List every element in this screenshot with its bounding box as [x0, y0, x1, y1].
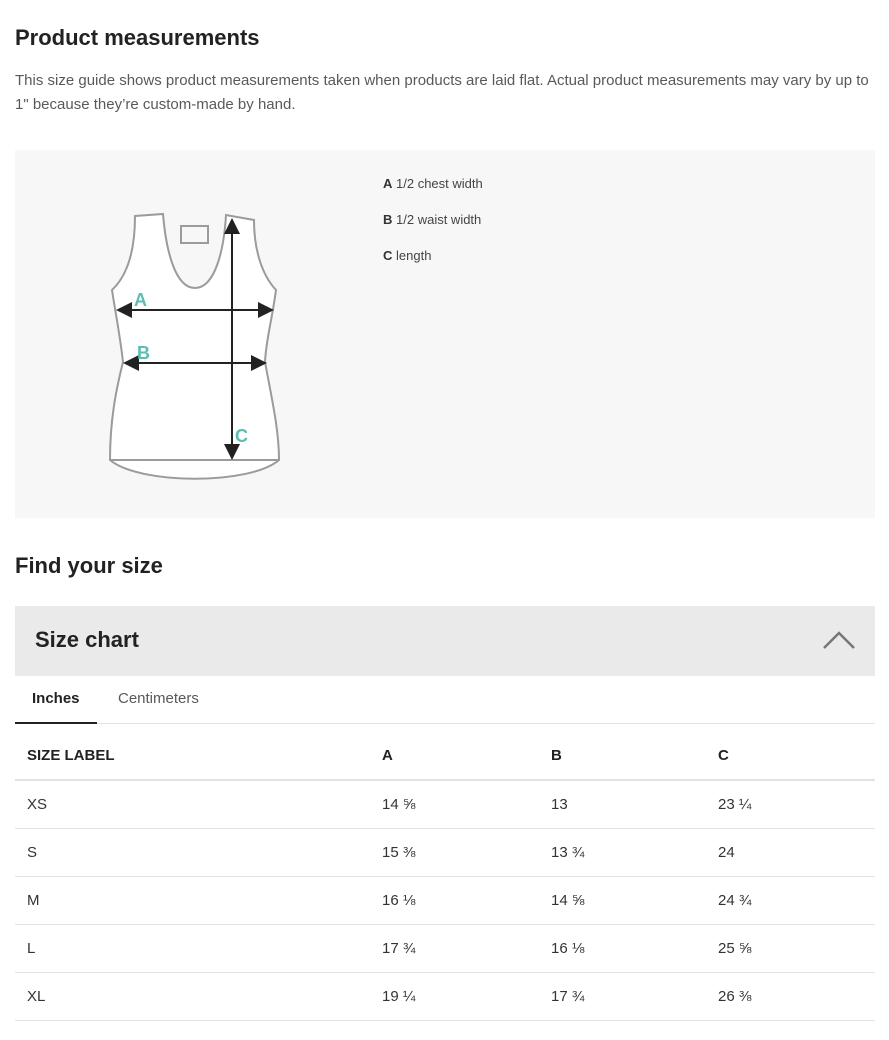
table-header-row: SIZE LABEL A B C — [15, 731, 875, 781]
diagram-label-c: C — [235, 426, 248, 446]
table-cell: 16 ⅛ — [358, 876, 539, 925]
table-row: M 16 ⅛ 14 ⅝ 24 ¾ — [15, 876, 875, 925]
table-cell: 19 ¼ — [358, 972, 539, 1021]
column-header: C — [706, 731, 875, 781]
table-cell: M — [15, 876, 358, 925]
table-cell: 15 ⅜ — [358, 828, 539, 877]
neck-label — [180, 225, 209, 244]
table-cell: 16 ⅛ — [539, 924, 706, 973]
table-cell: 26 ⅜ — [706, 972, 875, 1021]
table-cell: XS — [15, 780, 358, 829]
size-chart-title: Size chart — [35, 627, 139, 652]
table-cell: XL — [15, 972, 358, 1021]
measurement-diagram: A B C A 1/2 chest width B 1/2 waist widt… — [15, 150, 875, 518]
table-cell: 24 — [706, 828, 875, 877]
table-cell: 25 ⅝ — [706, 924, 875, 973]
unit-tabs: Inches Centimeters — [15, 676, 875, 724]
diagram-label-a: A — [134, 290, 147, 310]
table-row: XL 19 ¼ 17 ¾ 26 ⅜ — [15, 972, 875, 1021]
table-cell: L — [15, 924, 358, 973]
tank-outline — [108, 212, 281, 480]
size-table: SIZE LABEL A B C XS 14 ⅝ 13 23 ¼ S 15 ⅜ 13 ¾ 24… — [15, 731, 875, 1021]
table-cell: 23 ¼ — [706, 780, 875, 829]
table-cell: 17 ¾ — [358, 924, 539, 973]
table-cell: 14 ⅝ — [358, 780, 539, 829]
product-measurements-title: Product measurements — [15, 25, 260, 50]
column-header: SIZE LABEL — [15, 731, 358, 781]
table-row: L 17 ¾ 16 ⅛ 25 ⅝ — [15, 924, 875, 973]
table-cell: 24 ¾ — [706, 876, 875, 925]
table-cell: 17 ¾ — [539, 972, 706, 1021]
legend-b: B 1/2 waist width — [383, 212, 482, 227]
tank-top-illustration: A B C — [108, 212, 281, 480]
chevron-up-icon — [823, 631, 855, 649]
legend-c: C length — [383, 248, 432, 263]
measurements-description: This size guide shows product measuremen… — [15, 72, 869, 113]
table-cell: 14 ⅝ — [539, 876, 706, 925]
table-row: S 15 ⅜ 13 ¾ 24 — [15, 828, 875, 877]
column-header: B — [539, 731, 706, 781]
tab-inches[interactable]: Inches — [15, 676, 97, 724]
legend-a: A 1/2 chest width — [383, 176, 483, 191]
column-header: A — [358, 731, 539, 781]
find-your-size-title: Find your size — [15, 553, 163, 578]
table-row: XS 14 ⅝ 13 23 ¼ — [15, 780, 875, 829]
table-cell: S — [15, 828, 358, 877]
size-chart-toggle[interactable]: Size chart — [15, 606, 875, 676]
table-cell: 13 ¾ — [539, 828, 706, 877]
diagram-label-b: B — [137, 343, 150, 363]
tab-centimeters[interactable]: Centimeters — [118, 690, 199, 707]
table-cell: 13 — [539, 780, 706, 829]
